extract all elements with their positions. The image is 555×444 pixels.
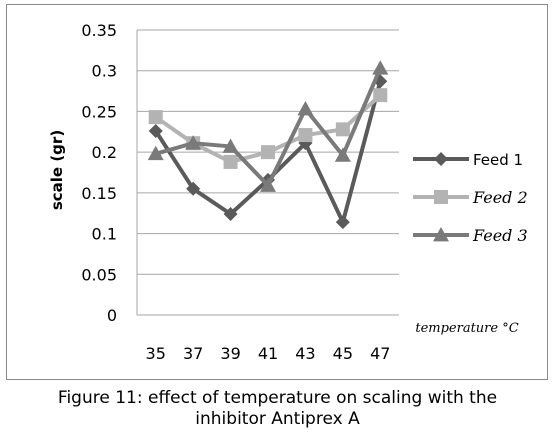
data-point: [223, 207, 238, 222]
data-point: [298, 128, 313, 143]
data-point: [222, 138, 239, 153]
data-point: [148, 110, 163, 125]
data-point: [297, 100, 314, 116]
y-tick-label: 0.15: [81, 184, 117, 203]
data-point: [186, 181, 201, 196]
x-tick-label: 35: [146, 344, 166, 363]
legend-label: Feed 1: [473, 151, 523, 169]
legend-label: Feed 3: [472, 226, 528, 245]
series-lines: [147, 60, 389, 230]
data-point: [434, 152, 448, 166]
x-tick-label: 47: [370, 344, 390, 363]
data-point: [148, 123, 163, 138]
data-point: [261, 145, 275, 160]
legend: Feed 1 Feed 2 Feed 3: [413, 151, 528, 245]
data-point: [372, 60, 389, 75]
data-point: [260, 177, 276, 192]
x-tick-label: 43: [295, 344, 315, 363]
caption-line-2: inhibitor Antiprex A: [195, 409, 360, 429]
y-tick-label: 0.35: [81, 21, 117, 40]
data-point: [433, 227, 449, 242]
x-tick-labels: 35 37 39 41 43 45 47: [146, 344, 391, 363]
legend-item: Feed 2: [413, 188, 528, 207]
y-tick-label: 0.2: [92, 143, 117, 162]
data-point: [223, 154, 238, 169]
x-tick-label: 41: [258, 344, 278, 363]
figure-caption: Figure 11: effect of temperature on scal…: [0, 388, 555, 430]
series-3: [147, 60, 389, 192]
legend-label: Feed 2: [472, 188, 528, 207]
x-tick-label: 45: [333, 344, 353, 363]
y-tick-labels: 0 0.05 0.1 0.15 0.2 0.25 0.3 0.35: [81, 21, 117, 325]
data-point: [335, 215, 350, 230]
data-point: [335, 122, 350, 137]
caption-line-1: Figure 11: effect of temperature on scal…: [57, 388, 498, 408]
legend-item: Feed 1: [413, 151, 523, 169]
x-tick-label: 39: [220, 344, 240, 363]
x-tick-label: 37: [183, 344, 203, 363]
y-tick-label: 0.3: [92, 62, 117, 81]
legend-item: Feed 3: [413, 226, 528, 245]
y-tick-label: 0.25: [81, 102, 117, 121]
data-point: [185, 135, 202, 150]
y-axis-label: scale (gr): [48, 130, 66, 210]
data-point: [434, 190, 448, 204]
gridlines: [136, 29, 399, 316]
data-point: [373, 88, 388, 103]
y-tick-label: 0.1: [92, 225, 117, 244]
data-point: [147, 145, 164, 161]
y-tick-label: 0.05: [81, 265, 117, 284]
x-axis-label: temperature °C: [415, 321, 518, 336]
y-tick-label: 0: [107, 306, 117, 325]
data-point: [334, 147, 351, 162]
series-2: [148, 88, 388, 169]
chart-frame: [6, 4, 548, 380]
